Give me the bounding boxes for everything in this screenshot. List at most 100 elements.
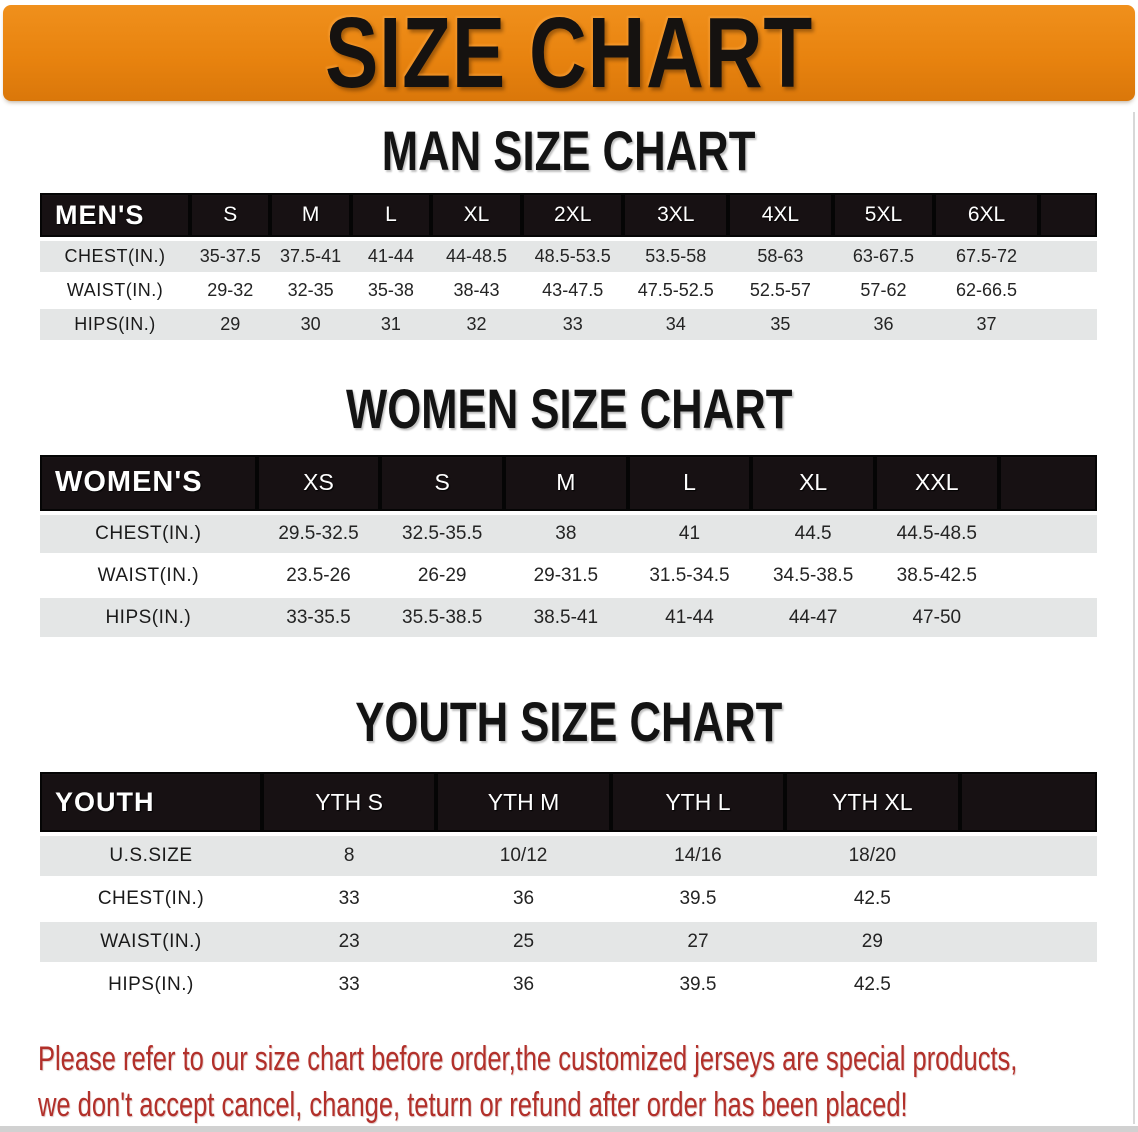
header-cell: YTH XL <box>785 772 960 836</box>
header-cell: 4XL <box>728 193 833 241</box>
data-cell: 25 <box>436 920 611 965</box>
data-cell: 63-67.5 <box>832 239 935 275</box>
data-cell: 23 <box>261 920 437 965</box>
womens-size-table: WOMEN'S XS S M L XL XXL CHEST(IN.) 29.5-… <box>40 454 1097 640</box>
data-cell: 36 <box>832 307 935 343</box>
row-label-cell: HIPS(IN.) <box>40 307 191 343</box>
data-cell: 32.5-35.5 <box>380 512 504 556</box>
table-row: WAIST(IN.) 23 25 27 29 <box>40 920 1097 965</box>
spacer-cell <box>959 772 1097 836</box>
data-cell: 33 <box>521 307 624 343</box>
header-cell: 2XL <box>521 193 624 241</box>
data-cell: 53.5-58 <box>623 239 729 275</box>
spacer-cell <box>1038 239 1097 275</box>
header-cell: YTH L <box>610 772 786 836</box>
data-cell: 47.5-52.5 <box>623 273 729 309</box>
data-cell: 36 <box>436 963 611 1008</box>
data-cell: 42.5 <box>785 877 960 922</box>
table-row: HIPS(IN.) 33 36 39.5 42.5 <box>40 963 1097 1008</box>
data-cell: 52.5-57 <box>728 273 833 309</box>
header-cell: 5XL <box>832 193 935 241</box>
spacer-cell <box>1038 193 1097 241</box>
spacer-cell <box>959 963 1097 1008</box>
data-cell: 39.5 <box>610 877 786 922</box>
table-row: WAIST(IN.) 29-32 32-35 35-38 38-43 43-47… <box>40 273 1097 309</box>
header-cell: M <box>504 454 628 515</box>
data-cell: 14/16 <box>610 834 786 879</box>
row-label-cell: CHEST(IN.) <box>40 877 262 922</box>
spacer-cell <box>1038 307 1097 343</box>
data-cell: 31.5-34.5 <box>627 554 752 598</box>
table-row: U.S.SIZE 8 10/12 14/16 18/20 <box>40 834 1097 879</box>
table-row: HIPS(IN.) 33-35.5 35.5-38.5 38.5-41 41-4… <box>40 596 1097 640</box>
data-cell: 38.5-41 <box>504 596 628 640</box>
data-cell: 34 <box>623 307 729 343</box>
row-label-cell: WAIST(IN.) <box>40 554 257 598</box>
data-cell: 8 <box>261 834 437 879</box>
youth-size-table: YOUTH YTH S YTH M YTH L YTH XL U.S.SIZE … <box>40 772 1097 1008</box>
spacer-cell <box>959 920 1097 965</box>
bottom-border-strip <box>0 1126 1138 1132</box>
header-cell: XS <box>256 454 381 515</box>
header-cell: L <box>350 193 432 241</box>
mens-header-row: MEN'S S M L XL 2XL 3XL 4XL 5XL 6XL <box>40 193 1097 241</box>
header-cell: M <box>270 193 351 241</box>
row-label-cell: CHEST(IN.) <box>40 512 257 556</box>
spacer-cell <box>998 512 1097 556</box>
header-cell: YTH S <box>261 772 437 836</box>
data-cell: 29.5-32.5 <box>256 512 381 556</box>
data-cell: 33 <box>261 877 437 922</box>
data-cell: 44.5-48.5 <box>874 512 999 556</box>
spacer-cell <box>998 454 1097 515</box>
data-cell: 10/12 <box>436 834 611 879</box>
data-cell: 62-66.5 <box>934 273 1039 309</box>
disclaimer-line-1: Please refer to our size chart before or… <box>38 1039 1018 1078</box>
header-cell: L <box>627 454 752 515</box>
header-cell: S <box>190 193 271 241</box>
spacer-cell <box>998 554 1097 598</box>
banner: SIZE CHART <box>3 3 1135 103</box>
row-label-cell: U.S.SIZE <box>40 834 262 879</box>
data-cell: 29 <box>190 307 271 343</box>
data-cell: 38.5-42.5 <box>874 554 999 598</box>
youth-size-chart-heading: YOUTH SIZE CHART <box>355 690 783 753</box>
data-cell: 43-47.5 <box>521 273 624 309</box>
data-cell: 47-50 <box>874 596 999 640</box>
data-cell: 41-44 <box>350 239 432 275</box>
header-cell: XXL <box>874 454 999 515</box>
data-cell: 41-44 <box>627 596 752 640</box>
data-cell: 29-31.5 <box>504 554 628 598</box>
row-label-cell: HIPS(IN.) <box>40 963 262 1008</box>
disclaimer: Please refer to our size chart before or… <box>38 1036 1111 1128</box>
data-cell: 33 <box>261 963 437 1008</box>
data-cell: 32 <box>431 307 522 343</box>
data-cell: 37 <box>934 307 1039 343</box>
table-row: WAIST(IN.) 23.5-26 26-29 29-31.5 31.5-34… <box>40 554 1097 598</box>
data-cell: 35.5-38.5 <box>380 596 504 640</box>
spacer-cell <box>1038 273 1097 309</box>
data-cell: 48.5-53.5 <box>521 239 624 275</box>
data-cell: 33-35.5 <box>256 596 381 640</box>
data-cell: 29 <box>785 920 960 965</box>
data-cell: 23.5-26 <box>256 554 381 598</box>
table-row: CHEST(IN.) 35-37.5 37.5-41 41-44 44-48.5… <box>40 239 1097 275</box>
data-cell: 58-63 <box>728 239 833 275</box>
table-row: CHEST(IN.) 29.5-32.5 32.5-35.5 38 41 44.… <box>40 512 1097 556</box>
mens-size-table: MEN'S S M L XL 2XL 3XL 4XL 5XL 6XL CHEST… <box>40 193 1097 343</box>
data-cell: 31 <box>350 307 432 343</box>
header-cell: XL <box>751 454 875 515</box>
header-cell: YTH M <box>436 772 611 836</box>
header-cell: XL <box>431 193 522 241</box>
data-cell: 44-48.5 <box>431 239 522 275</box>
data-cell: 35 <box>728 307 833 343</box>
spacer-cell <box>959 834 1097 879</box>
header-cell: WOMEN'S <box>40 454 257 515</box>
header-cell: 3XL <box>623 193 729 241</box>
women-size-chart-heading: WOMEN SIZE CHART <box>345 376 793 440</box>
row-label-cell: WAIST(IN.) <box>40 920 262 965</box>
data-cell: 44-47 <box>751 596 875 640</box>
data-cell: 27 <box>610 920 786 965</box>
header-cell: S <box>380 454 504 515</box>
data-cell: 38 <box>504 512 628 556</box>
